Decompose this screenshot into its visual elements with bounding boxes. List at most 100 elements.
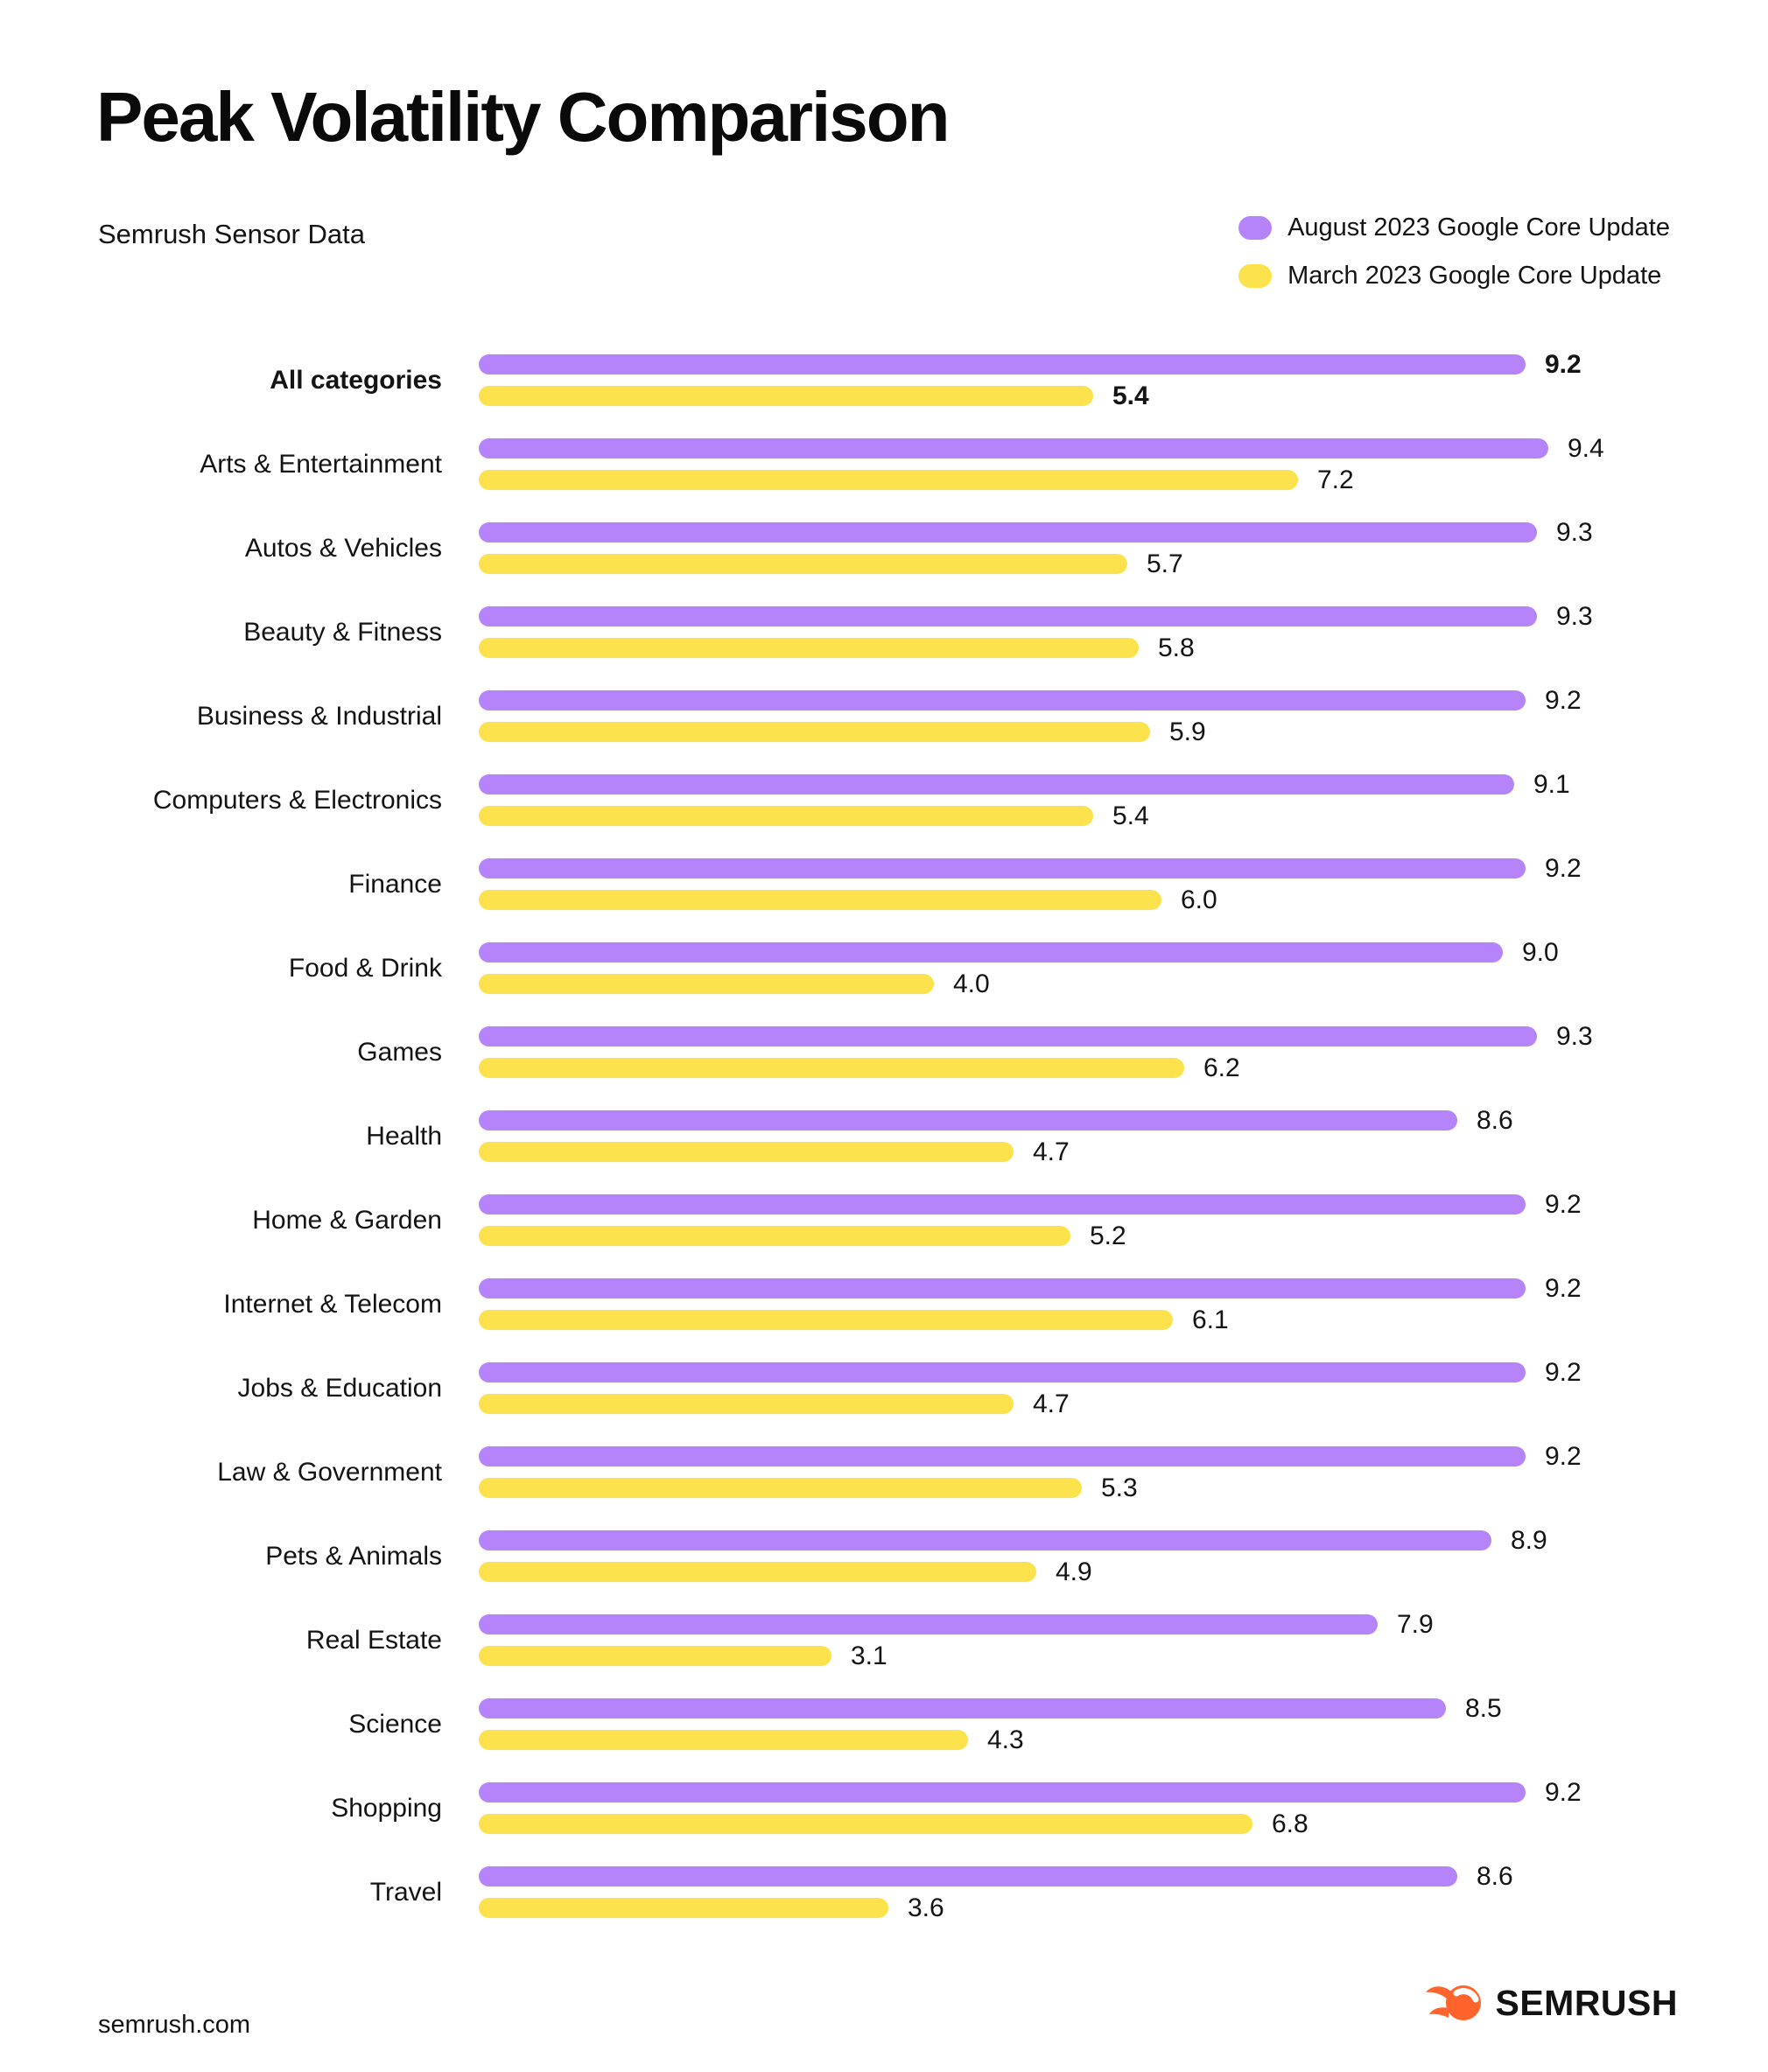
chart-subtitle: Semrush Sensor Data (98, 219, 365, 249)
legend-label: March 2023 Google Core Update (1287, 262, 1662, 290)
category-row: Jobs & Education 9.2 4.7 (98, 1358, 1768, 1418)
march-2023-bar (479, 890, 1161, 910)
august-2023-bar (479, 354, 1526, 374)
category-row: Internet & Telecom 9.2 6.1 (98, 1274, 1768, 1334)
category-label: Law & Government (217, 1457, 442, 1487)
bar-value-label: 4.3 (987, 1725, 1024, 1754)
bar-value-label: 3.6 (908, 1893, 944, 1922)
category-label: Food & Drink (288, 953, 442, 983)
march-2023-bar (479, 1814, 1252, 1834)
category-label: Finance (348, 869, 442, 899)
legend-item: March 2023 Google Core Update (1238, 262, 1670, 290)
bar-chart: All categories 9.2 5.4 Arts & Entertainment… (98, 350, 1768, 1922)
august-2023-bar (479, 1698, 1446, 1718)
march-2023-bar (479, 1898, 888, 1918)
category-row: Travel 8.6 3.6 (98, 1862, 1768, 1922)
bar-value-label: 7.9 (1397, 1609, 1434, 1639)
bar-value-label: 8.9 (1511, 1525, 1547, 1555)
legend: August 2023 Google Core Update March 2023… (1238, 214, 1670, 290)
august-2023-bar (479, 606, 1537, 626)
bar-value-label: 9.2 (1545, 1357, 1582, 1387)
category-label: Home & Garden (252, 1205, 442, 1235)
march-2023-bar (479, 722, 1150, 742)
bar-value-label: 6.1 (1192, 1305, 1229, 1334)
bar-value-label: 9.3 (1556, 601, 1593, 631)
august-2023-bar (479, 438, 1548, 458)
bar-value-label: 9.2 (1545, 349, 1582, 379)
march-2023-bar (479, 1562, 1036, 1582)
bar-value-label: 6.8 (1272, 1809, 1308, 1838)
bar-value-label: 9.3 (1556, 517, 1593, 547)
bar-value-label: 9.2 (1545, 1777, 1582, 1807)
bar-value-label: 9.2 (1545, 1441, 1582, 1471)
category-row: Beauty & Fitness 9.3 5.8 (98, 602, 1768, 662)
august-2023-bar (479, 1110, 1457, 1130)
bar-value-label: 5.7 (1147, 549, 1183, 578)
category-label: Internet & Telecom (223, 1289, 442, 1319)
category-row: Autos & Vehicles 9.3 5.7 (98, 518, 1768, 578)
category-label: Computers & Electronics (152, 785, 442, 815)
march-2023-bar (479, 1226, 1070, 1246)
bar-value-label: 3.1 (851, 1641, 888, 1670)
august-2023-bar (479, 1278, 1526, 1298)
category-row: Food & Drink 9.0 4.0 (98, 938, 1768, 998)
bar-value-label: 5.8 (1158, 633, 1195, 662)
august-2023-bar (479, 1026, 1537, 1046)
bar-value-label: 7.2 (1317, 465, 1354, 494)
bar-value-label: 9.0 (1522, 937, 1559, 967)
category-row: Computers & Electronics 9.1 5.4 (98, 770, 1768, 830)
category-row: Games 9.3 6.2 (98, 1022, 1768, 1082)
bar-value-label: 5.4 (1112, 381, 1149, 410)
march-2023-bar (479, 806, 1093, 826)
category-label: Pets & Animals (265, 1541, 442, 1571)
legend-item: August 2023 Google Core Update (1238, 214, 1670, 242)
category-row: All categories 9.2 5.4 (98, 350, 1768, 410)
bar-value-label: 9.2 (1545, 1189, 1582, 1219)
august-2023-bar (479, 1866, 1457, 1886)
bar-value-label: 9.2 (1545, 685, 1582, 715)
category-label: Shopping (331, 1793, 442, 1823)
bar-value-label: 9.1 (1533, 769, 1570, 799)
august-2023-bar (479, 522, 1537, 542)
march-2023-bar (479, 1058, 1184, 1078)
semrush-flame-icon (1425, 1979, 1483, 2026)
bar-value-label: 8.6 (1477, 1105, 1513, 1135)
august-2023-bar (479, 1446, 1526, 1466)
august-2023-bar (479, 1362, 1526, 1382)
category-row: Finance 9.2 6.0 (98, 854, 1768, 914)
category-row: Health 8.6 4.7 (98, 1106, 1768, 1166)
page-title: Peak Volatility Comparison (96, 78, 950, 156)
category-row: Real Estate 7.9 3.1 (98, 1610, 1768, 1670)
bar-value-label: 4.9 (1056, 1557, 1092, 1586)
march-2023-bar (479, 386, 1093, 406)
category-label: Jobs & Education (237, 1373, 442, 1403)
bar-value-label: 5.3 (1101, 1473, 1138, 1502)
march-2023-bar (479, 1646, 831, 1666)
category-label: Real Estate (305, 1625, 442, 1655)
category-row: Law & Government 9.2 5.3 (98, 1442, 1768, 1502)
category-label: Travel (369, 1877, 442, 1907)
brand-logo: SEMRUSH (1425, 1979, 1678, 2026)
bar-value-label: 8.5 (1465, 1693, 1502, 1723)
august-2023-bar (479, 1782, 1526, 1802)
category-row: Home & Garden 9.2 5.2 (98, 1190, 1768, 1250)
august-2023-bar (479, 858, 1526, 878)
bar-value-label: 6.2 (1203, 1053, 1240, 1082)
legend-label: August 2023 Google Core Update (1287, 214, 1670, 242)
category-row: Science 8.5 4.3 (98, 1694, 1768, 1754)
category-label: Beauty & Fitness (243, 617, 442, 647)
march-2023-bar (479, 470, 1298, 490)
march-2023-bar (479, 1730, 968, 1750)
august-2023-bar (479, 774, 1514, 794)
category-row: Shopping 9.2 6.8 (98, 1778, 1768, 1838)
march-2023-bar (479, 1478, 1082, 1498)
march-2023-bar (479, 638, 1139, 658)
august-2023-bar (479, 690, 1526, 710)
august-2023-bar (479, 1530, 1491, 1550)
category-label: Health (366, 1121, 442, 1151)
march-2023-bar (479, 554, 1127, 574)
bar-value-label: 4.7 (1033, 1137, 1070, 1166)
march-2023-bar (479, 1142, 1014, 1162)
march-2023-bar (479, 974, 934, 994)
